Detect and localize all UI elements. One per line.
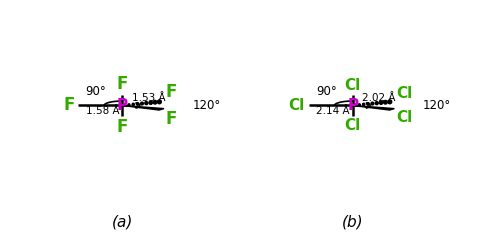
Text: 2.14 Å: 2.14 Å xyxy=(316,106,349,116)
Ellipse shape xyxy=(145,102,148,105)
Polygon shape xyxy=(353,105,395,110)
Text: Cl: Cl xyxy=(288,98,305,113)
Text: F: F xyxy=(63,96,74,114)
Ellipse shape xyxy=(136,103,139,105)
Text: 2.02 Å: 2.02 Å xyxy=(362,93,396,104)
Text: 1.58 Å: 1.58 Å xyxy=(85,106,119,116)
Text: P: P xyxy=(117,98,128,113)
Text: 120°: 120° xyxy=(423,99,451,112)
Text: F: F xyxy=(166,83,177,101)
Text: F: F xyxy=(117,75,128,93)
Text: Cl: Cl xyxy=(345,77,361,93)
Ellipse shape xyxy=(362,103,365,105)
Ellipse shape xyxy=(157,100,161,104)
Text: P: P xyxy=(347,98,359,113)
Ellipse shape xyxy=(388,100,392,104)
Text: F: F xyxy=(117,118,128,136)
Text: F: F xyxy=(166,110,177,128)
Ellipse shape xyxy=(379,101,383,104)
Text: Cl: Cl xyxy=(345,118,361,133)
Ellipse shape xyxy=(375,102,378,105)
Text: 120°: 120° xyxy=(193,99,221,112)
Ellipse shape xyxy=(149,101,152,104)
Text: Cl: Cl xyxy=(396,86,412,101)
Text: Cl: Cl xyxy=(396,110,412,125)
Ellipse shape xyxy=(124,104,125,106)
Text: 90°: 90° xyxy=(85,85,107,98)
Ellipse shape xyxy=(354,104,356,106)
Ellipse shape xyxy=(153,100,157,104)
Ellipse shape xyxy=(359,104,360,106)
Text: (a): (a) xyxy=(112,214,133,229)
Text: 1.53 Å: 1.53 Å xyxy=(132,93,166,104)
Text: 90°: 90° xyxy=(316,85,337,98)
Ellipse shape xyxy=(132,103,134,105)
Text: (b): (b) xyxy=(342,214,364,229)
Ellipse shape xyxy=(141,102,144,105)
Polygon shape xyxy=(122,105,164,110)
Ellipse shape xyxy=(371,102,374,105)
Ellipse shape xyxy=(128,104,130,106)
Ellipse shape xyxy=(384,100,387,104)
Ellipse shape xyxy=(367,103,369,105)
